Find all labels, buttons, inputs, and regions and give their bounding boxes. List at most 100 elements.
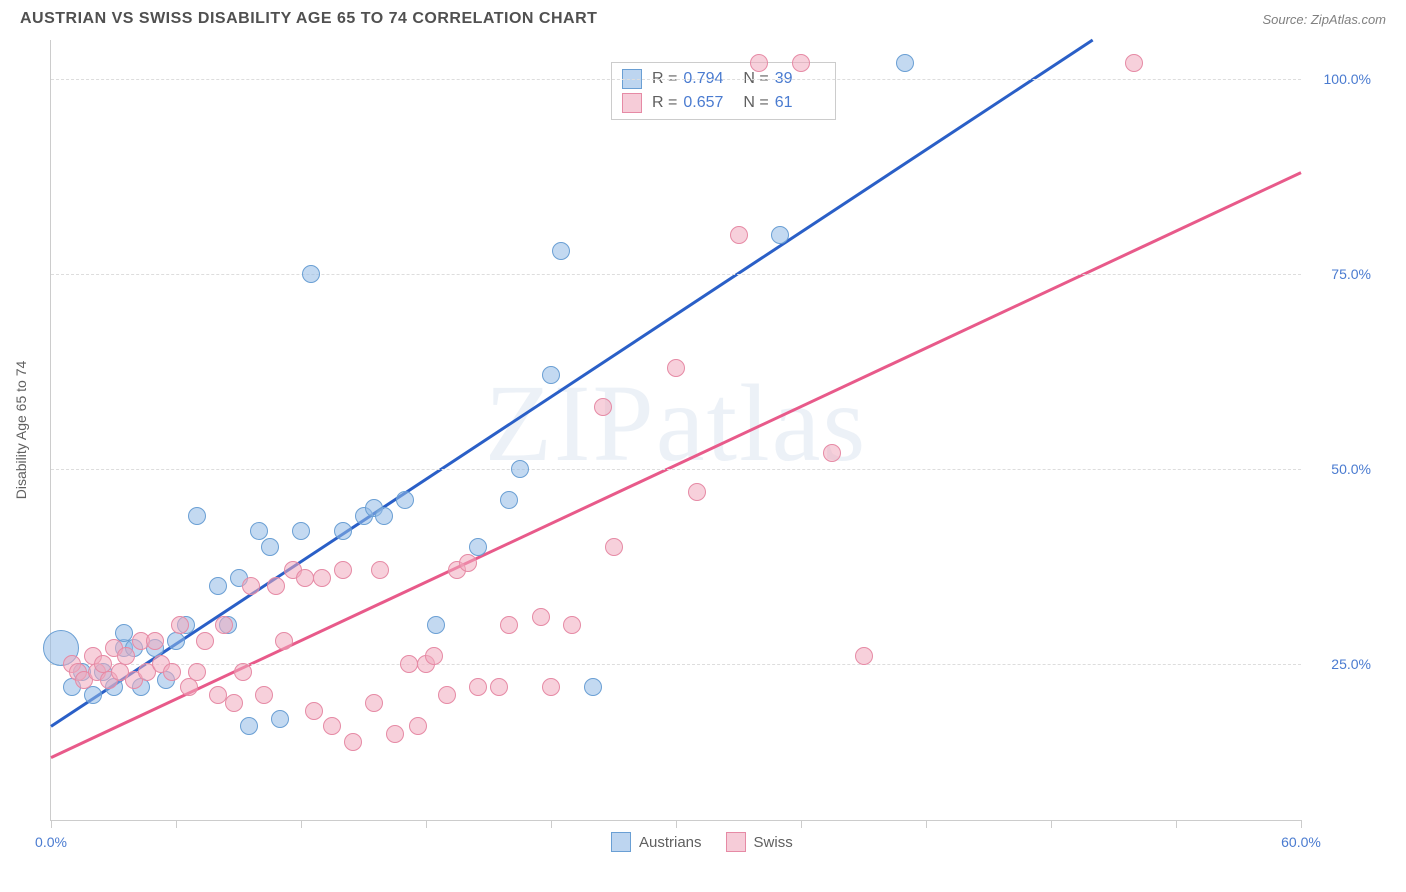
scatter-point (196, 632, 214, 650)
scatter-point (209, 686, 227, 704)
scatter-point (594, 398, 612, 416)
grid-line (51, 79, 1301, 80)
x-tick (301, 820, 302, 828)
scatter-point (1125, 54, 1143, 72)
scatter-point (323, 717, 341, 735)
scatter-point (225, 694, 243, 712)
legend-swatch (622, 93, 642, 113)
x-tick (926, 820, 927, 828)
r-value: 0.657 (683, 91, 733, 115)
scatter-point (117, 647, 135, 665)
scatter-point (896, 54, 914, 72)
y-tick-label: 25.0% (1331, 656, 1371, 672)
scatter-point (511, 460, 529, 478)
scatter-point (500, 616, 518, 634)
legend-label: Austrians (639, 834, 702, 851)
scatter-point (302, 265, 320, 283)
x-tick (51, 820, 52, 828)
scatter-point (255, 686, 273, 704)
n-label: N = (743, 91, 768, 115)
scatter-point (563, 616, 581, 634)
scatter-point (542, 366, 560, 384)
scatter-point (375, 507, 393, 525)
grid-line (51, 274, 1301, 275)
scatter-point (490, 678, 508, 696)
legend-item: Swiss (726, 832, 793, 852)
plot-area: Disability Age 65 to 74 ZIPatlas R =0.79… (50, 40, 1301, 821)
y-axis-label: Disability Age 65 to 74 (13, 361, 29, 500)
x-tick (676, 820, 677, 828)
chart-container: Disability Age 65 to 74 ZIPatlas R =0.79… (50, 40, 1386, 850)
scatter-point (242, 577, 260, 595)
scatter-point (313, 569, 331, 587)
scatter-point (188, 507, 206, 525)
y-tick-label: 100.0% (1324, 71, 1371, 87)
scatter-point (334, 561, 352, 579)
chart-header: AUSTRIAN VS SWISS DISABILITY AGE 65 TO 7… (0, 0, 1406, 36)
chart-source: Source: ZipAtlas.com (1262, 12, 1386, 27)
scatter-point (271, 710, 289, 728)
x-tick (1176, 820, 1177, 828)
r-label: R = (652, 91, 677, 115)
scatter-point (163, 663, 181, 681)
x-tick-label: 0.0% (35, 834, 67, 850)
y-tick-label: 75.0% (1331, 266, 1371, 282)
scatter-point (532, 608, 550, 626)
x-tick (1301, 820, 1302, 828)
scatter-point (667, 359, 685, 377)
scatter-point (730, 226, 748, 244)
scatter-point (542, 678, 560, 696)
scatter-point (409, 717, 427, 735)
legend-swatch (611, 832, 631, 852)
scatter-point (438, 686, 456, 704)
scatter-point (167, 632, 185, 650)
scatter-point (688, 483, 706, 501)
scatter-point (171, 616, 189, 634)
scatter-point (823, 444, 841, 462)
scatter-point (750, 54, 768, 72)
x-tick (551, 820, 552, 828)
x-tick (426, 820, 427, 828)
grid-line (51, 469, 1301, 470)
chart-title: AUSTRIAN VS SWISS DISABILITY AGE 65 TO 7… (20, 10, 597, 28)
scatter-point (371, 561, 389, 579)
scatter-point (400, 655, 418, 673)
scatter-point (267, 577, 285, 595)
series-legend: Austrians Swiss (611, 832, 793, 852)
scatter-point (469, 538, 487, 556)
scatter-point (296, 569, 314, 587)
scatter-point (261, 538, 279, 556)
y-tick-label: 50.0% (1331, 461, 1371, 477)
scatter-point (584, 678, 602, 696)
scatter-point (427, 616, 445, 634)
scatter-point (84, 686, 102, 704)
x-tick (176, 820, 177, 828)
scatter-point (234, 663, 252, 681)
legend-swatch (726, 832, 746, 852)
scatter-point (365, 694, 383, 712)
scatter-point (605, 538, 623, 556)
scatter-point (792, 54, 810, 72)
scatter-point (240, 717, 258, 735)
legend-stat-row: R =0.657N =61 (622, 91, 825, 115)
scatter-point (209, 577, 227, 595)
legend-label: Swiss (754, 834, 793, 851)
scatter-point (188, 663, 206, 681)
scatter-point (459, 554, 477, 572)
scatter-point (180, 678, 198, 696)
scatter-point (334, 522, 352, 540)
legend-item: Austrians (611, 832, 702, 852)
scatter-point (292, 522, 310, 540)
scatter-point (396, 491, 414, 509)
scatter-point (344, 733, 362, 751)
scatter-point (146, 632, 164, 650)
scatter-point (469, 678, 487, 696)
x-tick-label: 60.0% (1281, 834, 1321, 850)
scatter-point (386, 725, 404, 743)
x-tick (801, 820, 802, 828)
scatter-point (215, 616, 233, 634)
scatter-point (552, 242, 570, 260)
scatter-point (305, 702, 323, 720)
x-tick (1051, 820, 1052, 828)
scatter-point (275, 632, 293, 650)
